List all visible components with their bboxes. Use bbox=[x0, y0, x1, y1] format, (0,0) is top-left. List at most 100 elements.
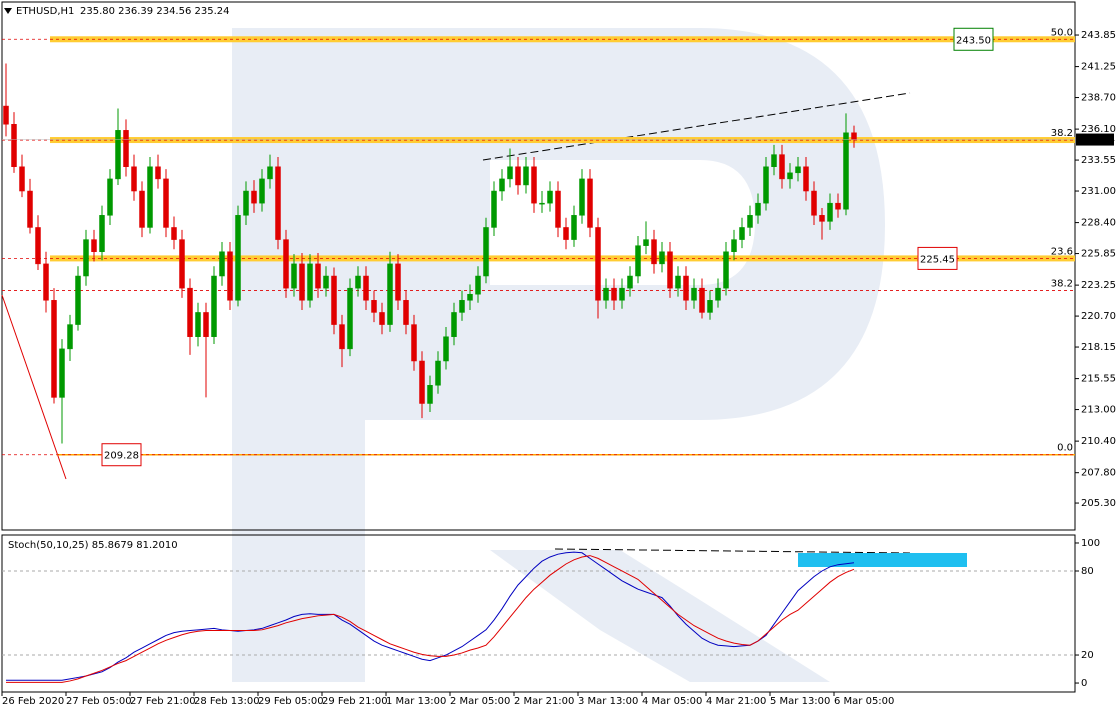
candle-body bbox=[723, 251, 729, 289]
stoch-tick-label: 0 bbox=[1081, 678, 1087, 689]
y-tick-label: 225.85 bbox=[1081, 249, 1116, 260]
stoch-frame bbox=[1, 534, 1076, 693]
stoch-line bbox=[6, 555, 855, 683]
candle-body bbox=[451, 312, 457, 337]
y-tick-label: 233.55 bbox=[1081, 155, 1116, 166]
candle-body bbox=[131, 166, 137, 192]
y-tick-label: 231.00 bbox=[1081, 186, 1116, 197]
candle-body bbox=[75, 275, 81, 325]
candle-body bbox=[427, 385, 433, 404]
candle-body bbox=[659, 251, 665, 265]
candle-body bbox=[731, 239, 737, 252]
candle-body bbox=[523, 166, 529, 186]
candle-body bbox=[275, 166, 281, 240]
candle-body bbox=[435, 360, 441, 386]
candle-body bbox=[771, 154, 777, 167]
x-tick-label: 27 Feb 05:00 bbox=[66, 696, 132, 707]
candle-body bbox=[627, 275, 633, 289]
y-tick-label: 218.15 bbox=[1081, 342, 1116, 353]
candle-body bbox=[187, 287, 193, 337]
candle-body bbox=[243, 190, 249, 216]
price-frame bbox=[1, 1, 1076, 531]
candle-body bbox=[811, 190, 817, 216]
candle-body bbox=[467, 293, 473, 301]
quote: 235.80 236.39 234.56 235.24 bbox=[80, 6, 230, 17]
candle-body bbox=[699, 287, 705, 313]
x-tick-label: 29 Feb 05:00 bbox=[258, 696, 324, 707]
candle-body bbox=[323, 275, 329, 289]
last-price-box bbox=[1076, 133, 1114, 146]
fib-label: 23.6 bbox=[1051, 246, 1073, 257]
candle-body bbox=[563, 227, 569, 240]
candle-body bbox=[315, 263, 321, 289]
candle-body bbox=[843, 132, 849, 210]
watermark-leg bbox=[490, 550, 830, 682]
candle-body bbox=[147, 166, 153, 228]
candle-body bbox=[443, 336, 449, 362]
x-tick-label: 2 Mar 05:00 bbox=[450, 696, 510, 707]
candle-body bbox=[411, 324, 417, 362]
level-price-box bbox=[917, 246, 958, 270]
candle-body bbox=[835, 202, 841, 210]
candle-body bbox=[115, 130, 121, 180]
candle-body bbox=[691, 287, 697, 301]
stoch-tick-label: 80 bbox=[1081, 566, 1094, 577]
level-price-label: 243.50 bbox=[956, 35, 991, 46]
y-tick-label: 241.25 bbox=[1081, 62, 1116, 73]
fib-label: 38.2 bbox=[1051, 279, 1073, 290]
x-tick-label: 28 Feb 13:00 bbox=[194, 696, 260, 707]
x-tick-label: 1 Mar 13:00 bbox=[386, 696, 446, 707]
candle-body bbox=[611, 287, 617, 301]
candle-body bbox=[395, 263, 401, 301]
candle-body bbox=[547, 190, 553, 204]
stoch-line bbox=[6, 551, 855, 681]
candle-body bbox=[827, 202, 833, 222]
candle-body bbox=[155, 166, 161, 180]
candle-body bbox=[371, 300, 377, 313]
candle-body bbox=[499, 178, 505, 192]
y-tick-label: 228.40 bbox=[1081, 218, 1116, 229]
candle-body bbox=[419, 360, 425, 404]
fib-label: 38.2 bbox=[1051, 128, 1073, 139]
candle-body bbox=[403, 300, 409, 325]
candle-body bbox=[179, 239, 185, 289]
candle-body bbox=[35, 227, 41, 265]
candle-body bbox=[339, 324, 345, 350]
y-tick-label: 220.70 bbox=[1081, 311, 1116, 322]
stoch-tick-label: 100 bbox=[1081, 538, 1100, 549]
stoch-trend-line bbox=[554, 548, 911, 554]
candle-body bbox=[355, 275, 361, 289]
candle-body bbox=[651, 239, 657, 265]
candle-body bbox=[787, 172, 793, 180]
candle-body bbox=[19, 166, 25, 192]
candle-body bbox=[203, 312, 209, 337]
candle-body bbox=[619, 287, 625, 301]
x-tick-label: 4 Mar 21:00 bbox=[706, 696, 766, 707]
y-tick-label: 238.70 bbox=[1081, 93, 1116, 104]
candle-body bbox=[803, 166, 809, 192]
candle-body bbox=[11, 124, 17, 167]
candle-body bbox=[507, 166, 513, 180]
candle-body bbox=[763, 166, 769, 204]
candle-body bbox=[43, 263, 49, 301]
candle-body bbox=[707, 300, 713, 313]
candle-body bbox=[163, 178, 169, 228]
stoch-zone bbox=[798, 553, 967, 567]
candle-body bbox=[99, 215, 105, 252]
candle-body bbox=[795, 166, 801, 174]
candle-body bbox=[59, 348, 65, 398]
x-tick-label: 3 Mar 13:00 bbox=[578, 696, 638, 707]
candle-body bbox=[299, 263, 305, 301]
watermark-bowl bbox=[365, 28, 885, 420]
collapse-icon bbox=[4, 8, 12, 14]
y-tick-label: 223.25 bbox=[1081, 280, 1116, 291]
watermark-stem bbox=[232, 28, 365, 682]
x-tick-label: 27 Feb 21:00 bbox=[130, 696, 196, 707]
candle-body bbox=[667, 251, 673, 289]
candle-body bbox=[171, 227, 177, 240]
y-tick-label: 210.40 bbox=[1081, 436, 1116, 447]
candle-body bbox=[363, 275, 369, 301]
candle-body bbox=[475, 275, 481, 295]
candle-body bbox=[571, 215, 577, 240]
candle-body bbox=[747, 215, 753, 228]
